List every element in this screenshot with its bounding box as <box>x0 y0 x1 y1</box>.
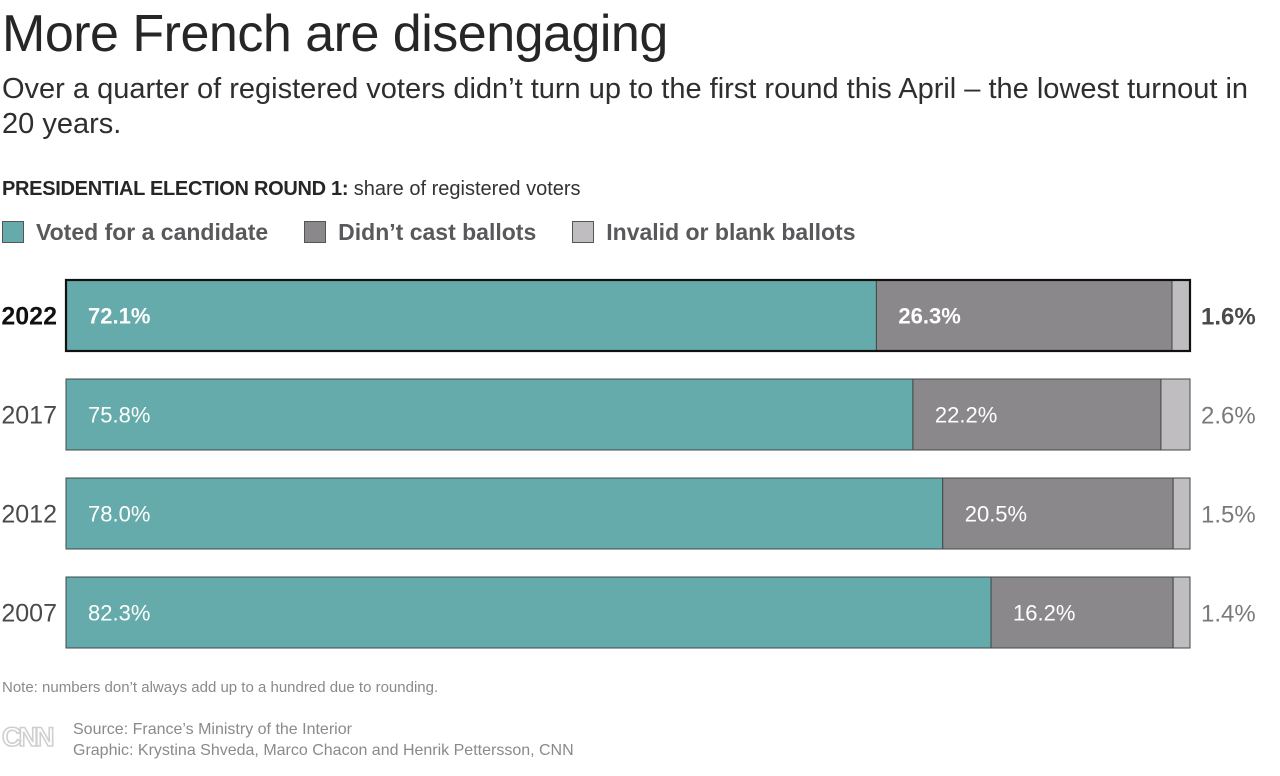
chart-label-rest: share of registered voters <box>348 178 581 200</box>
bar-segment-didnt-cast-2007 <box>990 576 1174 649</box>
footnote: Note: numbers don’t always add up to a h… <box>2 679 439 696</box>
chart-label-bold: PRESIDENTIAL ELECTION ROUND 1: <box>2 178 349 200</box>
legend-item-didnt-cast: Didn’t cast ballots <box>304 219 536 246</box>
bar-segment-voted-2007 <box>65 576 992 649</box>
highlight-outline-2022 <box>64 278 1192 353</box>
data-label-voted-2017: 75.8% <box>88 403 150 428</box>
source-line: Source: France’s Ministry of the Interio… <box>73 721 352 738</box>
legend-label-invalid: Invalid or blank ballots <box>606 218 856 245</box>
bar-segment-invalid-2017 <box>1160 378 1191 451</box>
legend-label-didnt-cast: Didn’t cast ballots <box>338 218 537 245</box>
bar-segment-didnt-cast-2017 <box>912 378 1162 451</box>
data-label-didnt-cast-2017: 22.2% <box>935 403 997 428</box>
legend-item-invalid: Invalid or blank ballots <box>572 219 855 246</box>
legend-item-voted: Voted for a candidate <box>2 219 268 246</box>
bar-segment-didnt-cast-2022 <box>875 279 1173 352</box>
category-label-2012: 2012 <box>1 501 57 529</box>
legend: Voted for a candidate Didn’t cast ballot… <box>2 215 891 249</box>
legend-swatch-invalid <box>572 221 595 243</box>
data-label-voted-2012: 78.0% <box>88 502 150 527</box>
data-label-voted-2007: 82.3% <box>88 601 150 626</box>
svg-text:CNN: CNN <box>2 722 53 751</box>
data-label-invalid-2017: 2.6% <box>1201 403 1256 430</box>
bar-segment-invalid-2012 <box>1172 477 1191 550</box>
chart-label: PRESIDENTIAL ELECTION ROUND 1: share of … <box>2 176 581 202</box>
category-label-2007: 2007 <box>1 600 57 628</box>
cnn-logo: CNN <box>2 721 56 751</box>
bar-segment-voted-2012 <box>65 477 944 550</box>
data-label-invalid-2012: 1.5% <box>1201 502 1256 529</box>
chart-title: More French are disengaging <box>2 5 668 63</box>
legend-label-voted: Voted for a candidate <box>36 218 269 245</box>
chart-subtitle: Over a quarter of registered voters didn… <box>2 73 1249 140</box>
legend-swatch-voted <box>2 221 24 243</box>
category-label-2022: 2022 <box>1 303 57 331</box>
data-label-voted-2022: 72.1% <box>88 304 150 329</box>
credits: Source: France’s Ministry of the Interio… <box>73 719 574 761</box>
data-label-didnt-cast-2007: 16.2% <box>1013 601 1075 626</box>
bar-segment-invalid-2022 <box>1171 279 1191 352</box>
category-label-2017: 2017 <box>1 402 57 430</box>
data-label-invalid-2022: 1.6% <box>1201 304 1256 331</box>
legend-swatch-didnt-cast <box>304 221 327 243</box>
bar-segment-voted-2017 <box>65 378 914 451</box>
stacked-bar-chart: 2022 72.1% 26.3% 1.6% 2017 75.8% 22.2% 2.6% 2012… <box>1 278 1256 649</box>
graphic-credit-line: Graphic: Krystina Shveda, Marco Chacon a… <box>73 742 574 759</box>
data-label-didnt-cast-2012: 20.5% <box>965 502 1027 527</box>
data-label-invalid-2007: 1.4% <box>1201 601 1256 628</box>
bar-segment-invalid-2007 <box>1172 576 1191 649</box>
bar-segment-voted-2022 <box>65 279 877 352</box>
data-label-didnt-cast-2022: 26.3% <box>898 304 960 329</box>
